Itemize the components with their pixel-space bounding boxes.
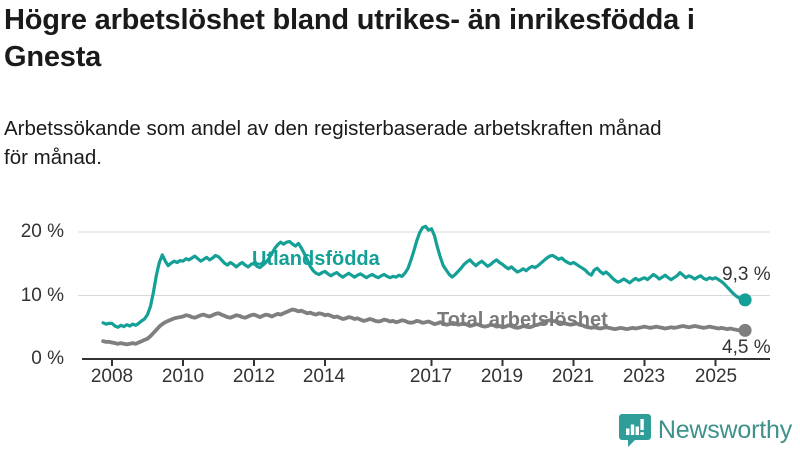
y-axis-tick-20: 20 % bbox=[20, 221, 64, 242]
end-value-label-total: 4,5 % bbox=[722, 337, 771, 358]
y-axis-tick-10: 10 % bbox=[20, 285, 64, 306]
x-axis-tick-2014: 2014 bbox=[302, 366, 346, 387]
x-axis-tick-2025: 2025 bbox=[694, 366, 738, 387]
bar-chart-speech-bubble-icon bbox=[618, 413, 651, 447]
x-axis-tick-2008: 2008 bbox=[90, 366, 134, 387]
chart-subtitle-line2: för månad. bbox=[4, 146, 102, 170]
x-axis-tick-2012: 2012 bbox=[232, 366, 276, 387]
series-label-utlandsfodda: Utlandsfödda bbox=[252, 248, 380, 270]
x-axis-tick-2019: 2019 bbox=[480, 366, 524, 387]
y-axis-tick-0: 0 % bbox=[31, 348, 64, 369]
chart-subtitle: Arbetssökande som andel av den registerb… bbox=[4, 114, 796, 172]
newsworthy-wordmark: Newsworthy bbox=[657, 415, 792, 444]
x-axis-tick-2021: 2021 bbox=[551, 366, 595, 387]
x-axis-tick-2017: 2017 bbox=[409, 366, 453, 387]
series-label-total: Total arbetslöshet bbox=[437, 309, 608, 331]
newsworthy-logo: Newsworthy bbox=[618, 412, 792, 448]
chart-subtitle-line1: Arbetssökande som andel av den registerb… bbox=[4, 117, 662, 140]
x-axis-tick-2023: 2023 bbox=[622, 366, 666, 387]
chart-title: Högre arbetslöshet bland utrikes- än inr… bbox=[4, 4, 695, 74]
x-axis-tick-2010: 2010 bbox=[161, 366, 205, 387]
end-value-label-utlandsfodda: 9,3 % bbox=[722, 264, 771, 285]
